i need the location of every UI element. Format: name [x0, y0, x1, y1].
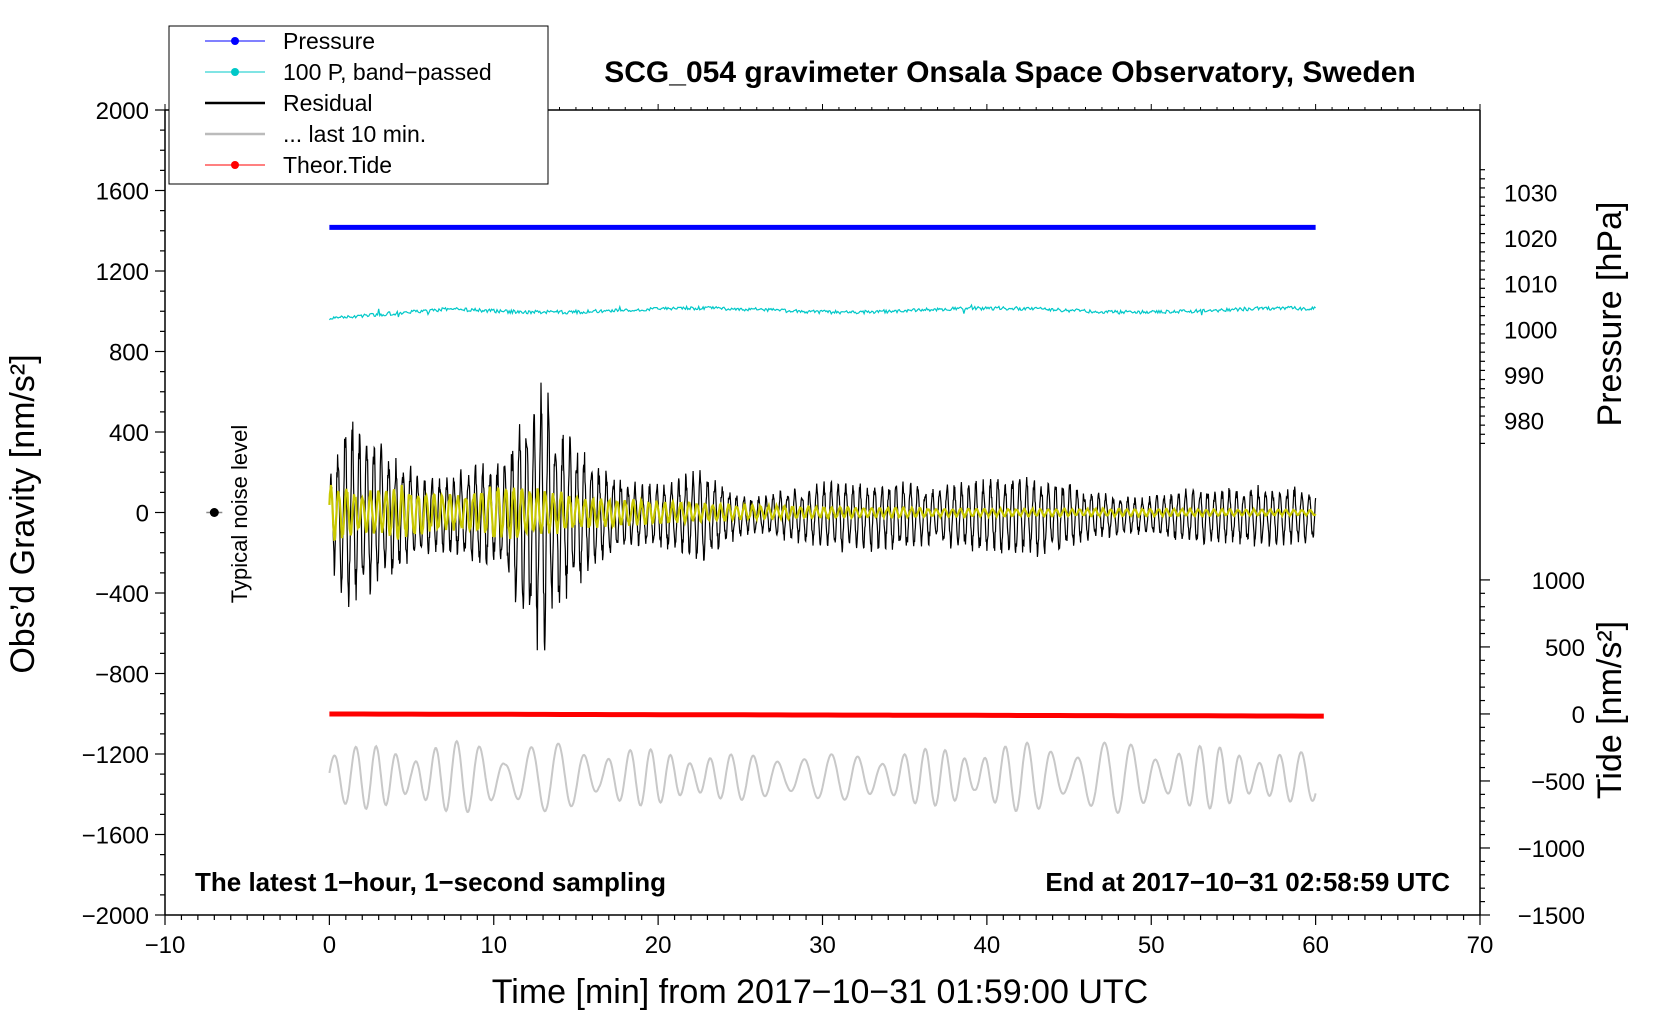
- x-tick-label: −10: [145, 932, 186, 959]
- plot-series: [206, 224, 1324, 815]
- noise-marker-dot: [209, 508, 219, 517]
- y-axis-title-tide: Tide [nm/s²]: [1591, 621, 1629, 799]
- legend-marker: [231, 68, 239, 76]
- y-tick-label: 0: [136, 501, 149, 528]
- chart-title: SCG_054 gravimeter Onsala Space Observat…: [604, 56, 1416, 89]
- annotation-bottom-left: The latest 1−hour, 1−second sampling: [195, 867, 666, 897]
- legend-marker: [231, 37, 239, 45]
- legend-label: Residual: [283, 90, 373, 116]
- legend-label: 100 P, band−passed: [283, 59, 492, 85]
- y-tick-label: −1600: [82, 823, 149, 850]
- pressure-tick-label: 980: [1504, 409, 1544, 436]
- x-tick-label: 10: [480, 932, 507, 959]
- series-residual-overlay: [328, 484, 1317, 542]
- x-tick-label: 60: [1302, 932, 1329, 959]
- y-tick-label: −800: [95, 662, 149, 689]
- series-pressure-band-passed: [328, 303, 1316, 321]
- y-axis-title-pressure: Pressure [hPa]: [1591, 202, 1629, 427]
- y-axis-title-left: Obs’d Gravity [nm/s²]: [4, 354, 42, 673]
- x-tick-label: 70: [1467, 932, 1494, 959]
- x-axis-title: Time [min] from 2017−10−31 01:59:00 UTC: [492, 973, 1148, 1011]
- pressure-tick-label: 1010: [1504, 272, 1557, 299]
- legend-box: [168, 25, 549, 185]
- y-tick-label: 1600: [96, 179, 149, 206]
- y-tick-label: −1200: [82, 742, 149, 769]
- tide-tick-label: −1500: [1518, 903, 1585, 930]
- x-tick-label: 40: [974, 932, 1001, 959]
- legend-marker: [231, 161, 239, 169]
- legend-label: Pressure: [283, 28, 375, 54]
- series-last-10-min: [328, 739, 1317, 815]
- axes: −10 0 10 20 30 40 50 60 702000160012008004000−40…: [82, 98, 1585, 959]
- tide-tick-label: 500: [1545, 635, 1585, 662]
- annotation-bottom-right: End at 2017−10−31 02:58:59 UTC: [1045, 867, 1450, 897]
- x-tick-label: 50: [1138, 932, 1165, 959]
- pressure-tick-label: 1000: [1504, 317, 1557, 344]
- y-tick-label: 2000: [96, 98, 149, 125]
- y-tick-label: −2000: [82, 903, 149, 930]
- tide-tick-label: −500: [1531, 769, 1585, 796]
- x-tick-label: 30: [809, 932, 836, 959]
- tide-tick-label: 1000: [1532, 568, 1585, 595]
- y-tick-label: 1200: [96, 259, 149, 286]
- pressure-tick-label: 1030: [1504, 181, 1557, 208]
- x-tick-label: 0: [323, 932, 336, 959]
- tide-tick-label: 0: [1572, 702, 1585, 729]
- legend-label: Theor.Tide: [283, 152, 392, 178]
- pressure-tick-label: 1020: [1504, 226, 1557, 253]
- legend-label: ... last 10 min.: [283, 121, 426, 147]
- tide-tick-label: −1000: [1518, 836, 1585, 863]
- y-tick-label: 400: [109, 420, 149, 447]
- series-theoretical-tide: [329, 711, 1324, 719]
- x-tick-label: 20: [645, 932, 672, 959]
- pressure-tick-label: 990: [1504, 363, 1544, 390]
- noise-level-label: Typical noise level: [227, 425, 252, 604]
- y-tick-label: 800: [109, 340, 149, 367]
- y-tick-label: −400: [95, 581, 149, 608]
- legend: Pressure 100 P, band−passed Residual ... la…: [168, 25, 549, 185]
